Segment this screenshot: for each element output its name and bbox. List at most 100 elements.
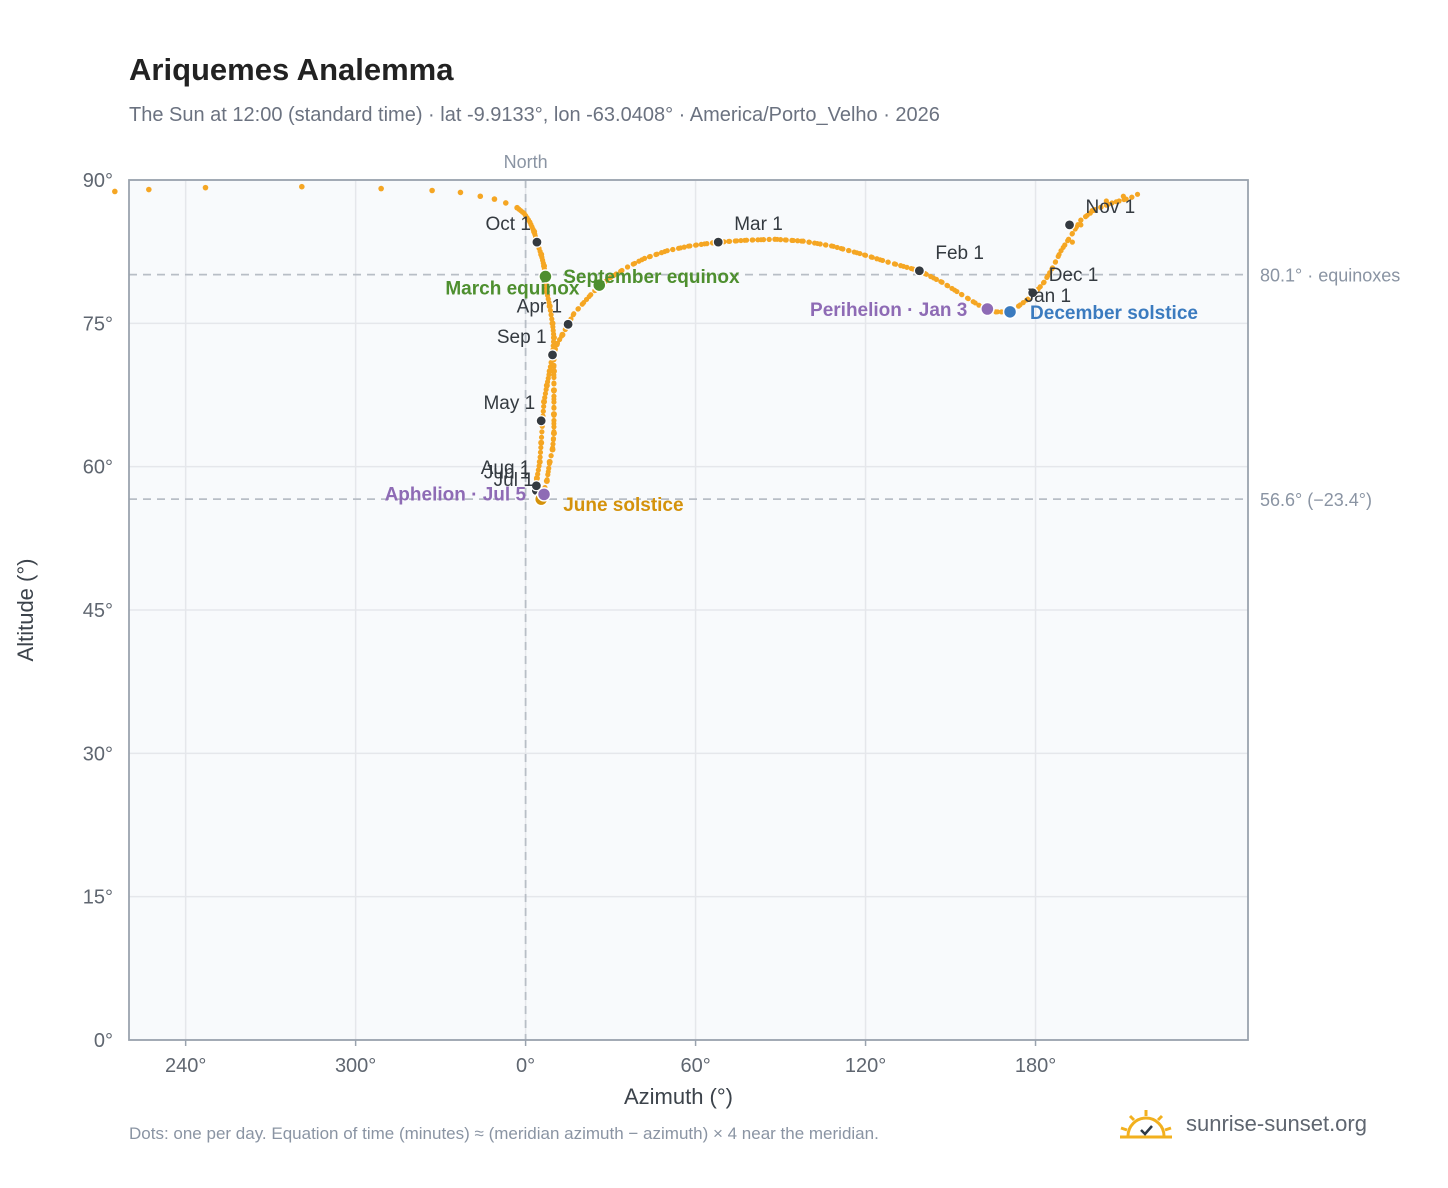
- y-axis-label: Altitude (°): [13, 559, 38, 662]
- daily-dot: [1109, 200, 1115, 206]
- daily-dot: [800, 238, 806, 244]
- daily-dot: [502, 200, 509, 206]
- daily-dot: [879, 257, 886, 264]
- x-tick-label: 300°: [335, 1055, 376, 1077]
- daily-dot: [535, 467, 541, 473]
- reference-line-label: 56.6° (−23.4°): [1260, 490, 1372, 510]
- daily-dot: [766, 236, 772, 243]
- daily-dot: [624, 264, 631, 270]
- daily-dot: [755, 237, 761, 243]
- daily-dot: [891, 261, 898, 267]
- month-marker: [531, 236, 543, 248]
- daily-dot: [528, 221, 534, 228]
- y-tick-label: 90°: [83, 170, 113, 192]
- daily-dot: [670, 246, 676, 253]
- daily-dot: [1082, 214, 1089, 220]
- daily-dot: [531, 228, 538, 235]
- month-marker: [535, 415, 547, 427]
- chart-subtitle: The Sun at 12:00 (standard time) · lat -…: [129, 104, 940, 126]
- daily-dot: [1089, 207, 1095, 214]
- daily-dot: [1049, 265, 1056, 271]
- daily-dot: [749, 237, 755, 243]
- daily-dot: [607, 274, 614, 281]
- daily-dot: [299, 183, 305, 190]
- daily-dot: [789, 237, 795, 243]
- daily-dot: [1041, 279, 1047, 285]
- daily-dot: [112, 188, 118, 195]
- daily-dot: [551, 362, 557, 368]
- daily-dot: [1025, 296, 1031, 302]
- daily-dot: [547, 307, 553, 314]
- month-marker: [530, 480, 542, 492]
- daily-dot: [687, 243, 693, 249]
- brand[interactable]: sunrise-sunset.org: [1118, 1102, 1367, 1146]
- daily-dot: [783, 237, 789, 243]
- month-label: Jun 1: [484, 463, 530, 484]
- daily-dot: [559, 331, 566, 338]
- daily-dot: [1037, 284, 1043, 290]
- daily-dot: [541, 398, 548, 405]
- month-marker: [1027, 287, 1039, 299]
- daily-dot: [1047, 270, 1053, 276]
- event-label: Perihelion · Jan 3: [810, 300, 967, 321]
- daily-dot: [551, 374, 557, 381]
- month-label: Jul 1: [494, 470, 534, 491]
- daily-dot: [550, 368, 557, 375]
- daily-dot: [1055, 253, 1061, 260]
- y-tick-label: 75°: [83, 313, 113, 335]
- x-tick-label: 180°: [1015, 1055, 1056, 1077]
- daily-dot: [1020, 300, 1026, 306]
- daily-dot: [898, 263, 904, 269]
- chart-footnote: Dots: one per day. Equation of time (min…: [129, 1124, 879, 1143]
- daily-dot: [885, 259, 891, 265]
- daily-dot: [653, 251, 659, 258]
- daily-dot: [550, 387, 557, 394]
- daily-dot: [550, 441, 556, 447]
- plot-border: [128, 179, 1249, 1041]
- y-tick-label: 30°: [83, 743, 113, 765]
- daily-dot: [743, 237, 750, 243]
- daily-dot: [834, 244, 840, 251]
- event-marker: [980, 301, 995, 317]
- daily-dot: [538, 444, 544, 451]
- daily-dot: [1078, 217, 1084, 223]
- daily-dot: [647, 253, 653, 260]
- daily-dot: [619, 267, 625, 274]
- daily-dot: [811, 240, 818, 246]
- x-tick-label: 240°: [165, 1055, 206, 1077]
- analemma-loop: [540, 192, 1140, 498]
- daily-dot: [551, 405, 557, 411]
- daily-dot: [998, 309, 1005, 315]
- daily-dot: [523, 212, 529, 219]
- daily-dot: [823, 242, 829, 248]
- daily-dot: [658, 250, 665, 256]
- x-axis-label: Azimuth (°): [624, 1084, 733, 1109]
- daily-dot: [1062, 242, 1068, 248]
- month-label: Aug 1: [481, 458, 531, 479]
- event-label: Aphelion · Jul 5: [385, 484, 527, 505]
- daily-dot: [550, 334, 557, 341]
- daily-dot: [1065, 236, 1072, 242]
- daily-dot: [692, 242, 699, 248]
- daily-dot: [851, 249, 857, 255]
- daily-dot: [1103, 198, 1109, 204]
- daily-dot: [551, 399, 557, 405]
- daily-dot: [704, 241, 710, 247]
- daily-dot: [630, 261, 636, 267]
- daily-dot: [840, 246, 846, 252]
- daily-dot: [675, 245, 682, 251]
- daily-dot: [1052, 259, 1058, 265]
- daily-dot: [928, 273, 934, 280]
- daily-dot: [772, 236, 778, 242]
- month-label: Oct 1: [486, 214, 531, 235]
- daily-dot: [760, 237, 767, 243]
- month-marker: [1063, 219, 1076, 231]
- daily-dot: [538, 439, 545, 446]
- daily-dot: [537, 449, 544, 455]
- daily-dot: [976, 302, 982, 308]
- daily-dot: [939, 279, 945, 285]
- daily-dot: [933, 276, 939, 282]
- daily-dot: [579, 301, 585, 307]
- daily-dot: [551, 417, 557, 424]
